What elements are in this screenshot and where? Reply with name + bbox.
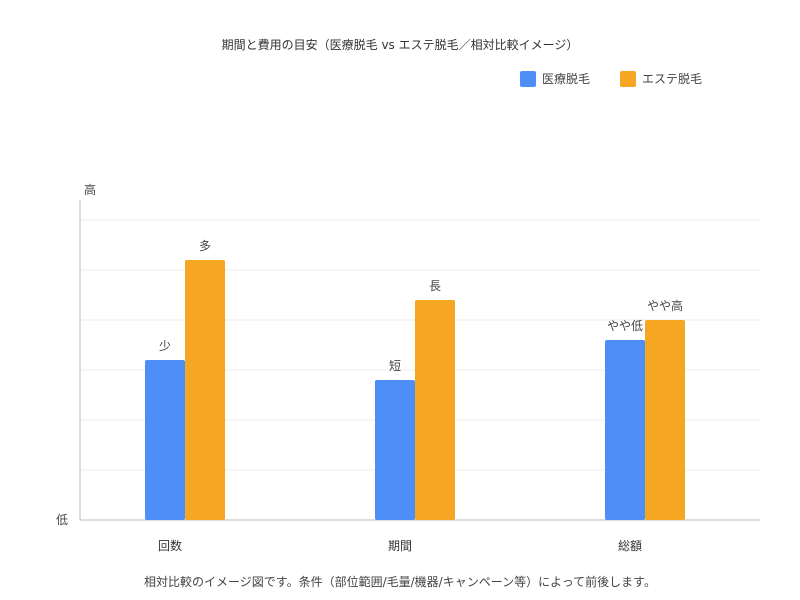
legend: 医療脱毛 エステ脱毛 — [520, 70, 732, 87]
legend-item-medical: 医療脱毛 — [520, 70, 590, 87]
bar — [185, 260, 225, 520]
legend-label-medical: 医療脱毛 — [542, 72, 591, 86]
bar — [605, 340, 645, 520]
bar — [415, 300, 455, 520]
x-tick-label: 期間 — [388, 539, 412, 553]
bar-label: やや高 — [647, 298, 683, 313]
legend-label-esthetic: エステ脱毛 — [642, 72, 703, 86]
x-tick-label: 総額 — [618, 539, 642, 553]
y-axis-bottom-label: 低 — [56, 513, 68, 527]
legend-swatch-medical — [520, 70, 536, 87]
legend-item-esthetic: エステ脱毛 — [620, 70, 702, 87]
legend-swatch-esthetic — [620, 70, 637, 87]
bar-label: 長 — [429, 279, 441, 293]
bar-label: 多 — [199, 239, 211, 253]
bar — [375, 380, 415, 520]
bar-label: やや低 — [607, 319, 643, 333]
bar — [645, 320, 685, 520]
bar — [145, 360, 185, 520]
chart-title: 期間と費用の目安（医療脱毛 vs エステ脱毛／相対比較イメージ） — [221, 38, 579, 52]
footnote: 相対比較のイメージ図です。条件（部位範囲/毛量/機器/キャンペーン等）によって前… — [144, 575, 656, 589]
bar-label: 少 — [159, 339, 171, 353]
y-axis-top-label: 高 — [84, 182, 96, 197]
x-tick-label: 回数 — [158, 538, 182, 553]
bar-label: 短 — [389, 359, 401, 373]
